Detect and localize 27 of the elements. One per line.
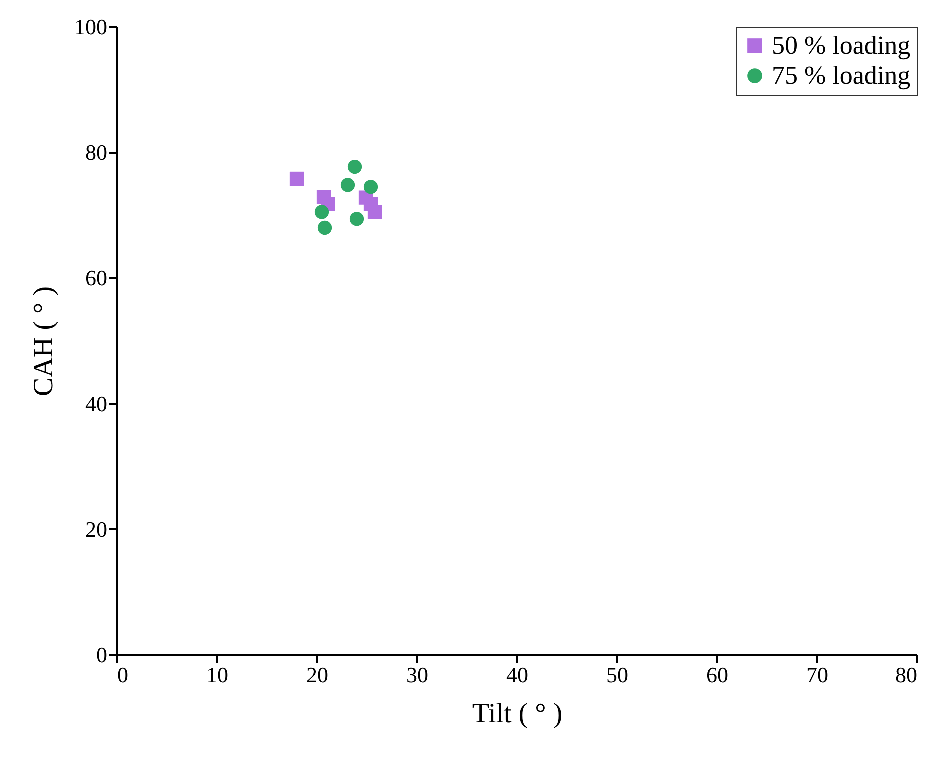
x-tick-label: 0 [118, 662, 128, 688]
point [368, 205, 382, 220]
x-tick-label: 20 [306, 662, 328, 688]
x-tick-label: 60 [706, 662, 728, 688]
point [318, 220, 332, 236]
x-tick-label: 40 [506, 662, 528, 688]
y-tick-label: 20 [86, 516, 108, 542]
x-axis-title: Tilt ( ° ) [472, 698, 563, 730]
point [340, 178, 356, 192]
y-tick-label: 80 [86, 140, 108, 166]
x-tick-label: 10 [206, 662, 228, 688]
x-tick-label: 30 [406, 662, 428, 688]
x-tick-label: 80 [896, 662, 918, 688]
y-axis-title: CAH ( ° ) [28, 286, 60, 396]
y-tick-label: 60 [86, 266, 108, 291]
y-tick-label: 0 [96, 642, 108, 668]
y-tick-label: 100 [74, 14, 108, 40]
point [350, 212, 364, 226]
x-tick-label: 70 [806, 662, 828, 688]
point [290, 172, 304, 186]
x-tick-label: 50 [606, 662, 628, 688]
point [348, 160, 362, 174]
legend-label: 75 % loading [772, 61, 911, 90]
y-tick-label: 40 [86, 391, 108, 416]
point [364, 180, 378, 194]
legend-label: 50 % loading [772, 31, 911, 60]
point [314, 205, 330, 220]
